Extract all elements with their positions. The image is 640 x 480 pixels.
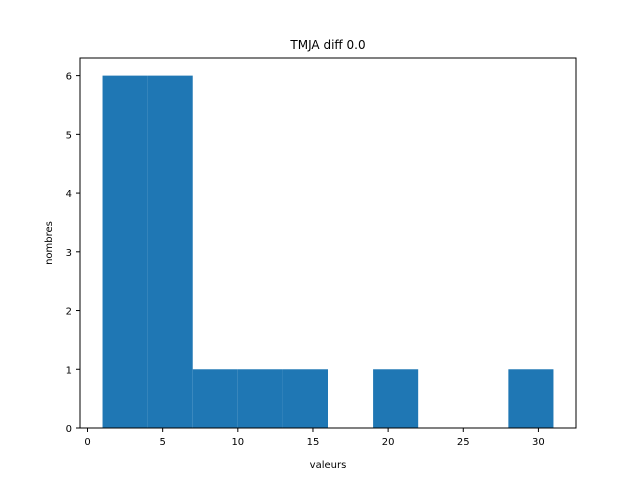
x-axis-ticks: 0 5 10 15 20 25 30: [84, 428, 545, 448]
x-tick-label: 25: [457, 437, 470, 448]
x-tick-label: 15: [307, 437, 320, 448]
x-tick-label: 20: [382, 437, 395, 448]
histogram-bar: [508, 369, 554, 428]
x-tick-label: 30: [532, 437, 545, 448]
y-tick-label: 4: [66, 189, 72, 200]
histogram-bar: [237, 369, 283, 428]
histogram-bar: [147, 75, 193, 428]
x-tick-label: 5: [159, 437, 165, 448]
x-tick-label: 10: [231, 437, 244, 448]
y-tick-label: 6: [66, 72, 72, 83]
y-tick-label: 2: [66, 307, 72, 318]
bars-group: [102, 75, 554, 428]
y-axis-ticks: 0 1 2 3 4 5 6: [66, 72, 80, 435]
x-axis-label: valeurs: [310, 460, 347, 471]
histogram-bar: [102, 75, 148, 428]
y-tick-label: 0: [66, 424, 72, 435]
histogram-bar: [282, 369, 328, 428]
y-axis-label: nombres: [44, 221, 55, 265]
histogram-bar: [373, 369, 419, 428]
x-tick-label: 0: [84, 437, 90, 448]
chart-title: TMJA diff 0.0: [289, 38, 365, 52]
y-tick-label: 1: [66, 365, 72, 376]
y-tick-label: 3: [66, 248, 72, 259]
plot-frame: [79, 57, 577, 429]
histogram-bar: [192, 369, 238, 428]
y-tick-label: 5: [66, 130, 72, 141]
